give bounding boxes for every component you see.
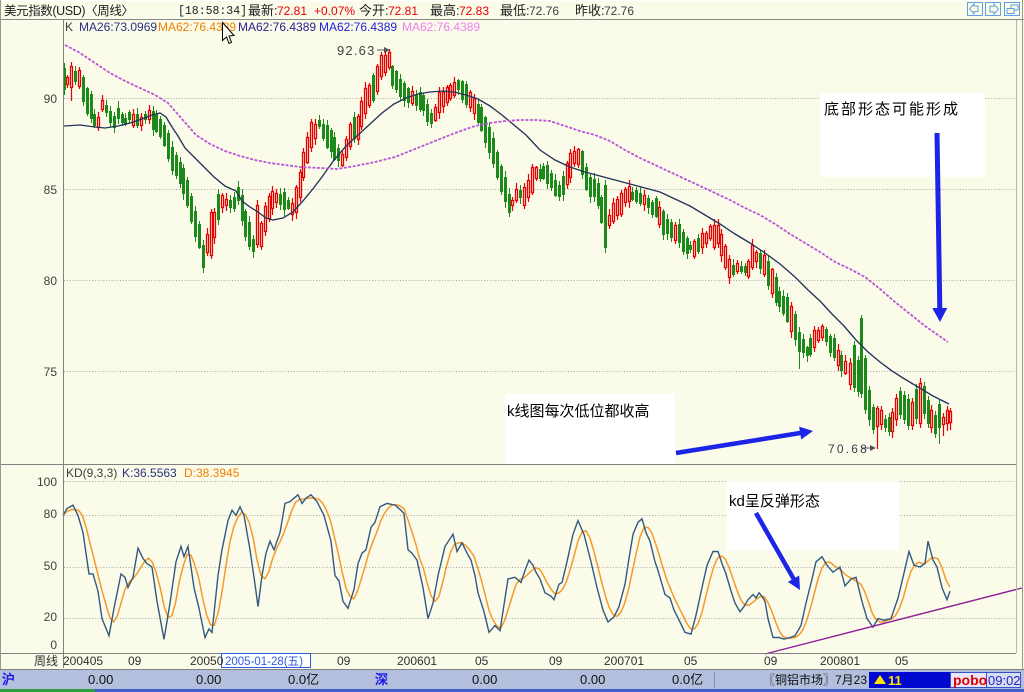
svg-text:90: 90 [44,92,58,106]
svg-text:D:38.3945: D:38.3945 [184,466,240,480]
svg-text:200405: 200405 [63,654,103,668]
svg-text:09: 09 [549,654,563,668]
svg-text:[18:58:34]: [18:58:34] [178,5,247,18]
svg-text:沪: 沪 [2,672,15,687]
svg-text:0.00: 0.00 [196,672,221,687]
svg-text:0.00: 0.00 [88,672,113,687]
svg-text:72.83: 72.83 [459,4,489,18]
svg-text:MA26:73.0969: MA26:73.0969 [79,20,157,34]
svg-text:72.81: 72.81 [277,4,307,18]
svg-text:2005-01-28(五): 2005-01-28(五) [225,656,303,668]
svg-text:底部形态可能形成: 底部形态可能形成 [824,101,960,118]
svg-text:05: 05 [895,654,909,668]
svg-text:今开:: 今开: [359,3,389,18]
svg-text:09: 09 [764,654,778,668]
svg-text:最高:: 最高: [430,3,460,18]
svg-text:50: 50 [44,559,58,573]
svg-text:72.76: 72.76 [604,4,634,18]
svg-text:05: 05 [684,654,698,668]
svg-text:72.76: 72.76 [529,4,559,18]
svg-text:85: 85 [44,183,58,197]
svg-text:kd呈反弹形态: kd呈反弹形态 [729,493,820,510]
svg-text:09: 09 [337,654,351,668]
svg-text:K: K [65,20,73,34]
svg-text:0: 0 [50,638,57,652]
svg-text:+0.07%: +0.07% [314,4,355,18]
svg-text:200801: 200801 [820,654,860,668]
svg-text:pobo: pobo [953,672,987,688]
svg-text:92.63: 92.63 [337,43,376,58]
svg-text:0.00: 0.00 [472,672,497,687]
svg-text:MA62:76.4389: MA62:76.4389 [319,20,397,34]
svg-text:200601: 200601 [397,654,437,668]
svg-text:最新:: 最新: [248,3,278,18]
svg-text:MA62:76.4389: MA62:76.4389 [402,20,480,34]
svg-text:周线: 周线 [34,654,58,668]
svg-text:70.68: 70.68 [828,442,869,456]
svg-text:200701: 200701 [604,654,644,668]
svg-text:深: 深 [375,672,388,687]
svg-text:k线图每次低位都收高: k线图每次低位都收高 [507,403,650,420]
svg-text:0.0亿: 0.0亿 [288,672,319,687]
svg-text:72.81: 72.81 [388,4,418,18]
svg-text:〖铜铝市场〗7月23: 〖铜铝市场〗7月23 [763,672,867,687]
svg-text:0.0亿: 0.0亿 [672,672,703,687]
svg-text:昨收:: 昨收: [575,3,605,18]
svg-text:09: 09 [128,654,142,668]
svg-text:KD(9,3,3): KD(9,3,3) [66,466,117,480]
svg-text:20: 20 [44,610,58,624]
svg-text:80: 80 [44,274,58,288]
svg-text:09:02: 09:02 [988,673,1021,688]
svg-text:80: 80 [44,507,58,521]
svg-text:100: 100 [37,475,57,489]
svg-text:05: 05 [475,654,489,668]
svg-text:K:36.5563: K:36.5563 [122,466,177,480]
svg-text:20050: 20050 [190,654,224,668]
svg-text:75: 75 [44,365,58,379]
svg-text:0.00: 0.00 [580,672,605,687]
svg-text:11: 11 [888,673,902,688]
svg-text:最低:: 最低: [500,3,530,18]
svg-text:MA62:76.4389: MA62:76.4389 [158,20,236,34]
svg-text:MA62:76.4389: MA62:76.4389 [238,20,316,34]
svg-text:美元指数(USD)〈周线〉: 美元指数(USD)〈周线〉 [4,3,134,18]
